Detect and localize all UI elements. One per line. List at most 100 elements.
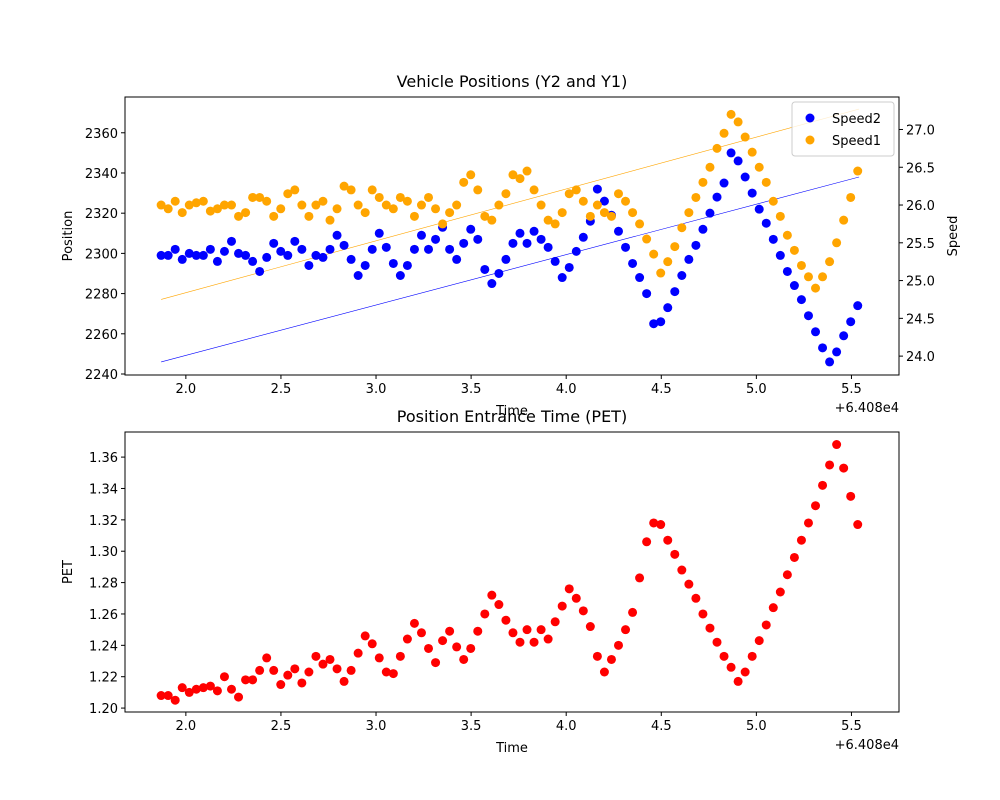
data-point	[318, 659, 328, 669]
y-tick-label: 1.22	[89, 671, 118, 686]
data-point	[635, 219, 645, 229]
data-point	[212, 204, 222, 214]
data-point	[571, 185, 581, 195]
data-point	[733, 676, 743, 686]
data-point	[473, 626, 483, 636]
data-point	[487, 215, 497, 225]
data-point	[529, 637, 539, 647]
data-point	[663, 303, 673, 313]
data-point	[789, 245, 799, 255]
x-tick-label: 2.5	[271, 382, 292, 397]
data-point	[761, 620, 771, 630]
data-point	[163, 204, 173, 214]
data-point	[599, 208, 609, 218]
data-point	[832, 238, 842, 248]
data-point	[656, 268, 666, 278]
data-point	[381, 667, 391, 677]
data-point	[733, 156, 743, 166]
data-point	[269, 211, 279, 221]
data-point	[431, 658, 441, 668]
data-point	[219, 200, 229, 210]
data-point	[283, 670, 293, 680]
data-point	[642, 537, 652, 547]
data-point	[508, 170, 518, 180]
data-point	[726, 109, 736, 119]
data-point	[297, 244, 307, 254]
data-point	[311, 200, 321, 210]
data-point	[691, 192, 701, 202]
data-point	[550, 617, 560, 627]
data-point	[381, 242, 391, 252]
data-point	[234, 248, 244, 258]
data-point	[733, 117, 743, 127]
data-point	[212, 686, 222, 696]
y-tick-label: 1.20	[89, 702, 118, 717]
data-point	[402, 260, 412, 270]
data-point	[297, 200, 307, 210]
data-point	[515, 174, 525, 184]
x-tick-label: 4.0	[556, 719, 577, 734]
data-point	[613, 189, 623, 199]
data-point	[635, 573, 645, 583]
data-point	[346, 665, 356, 675]
x-tick-label: 4.0	[556, 382, 577, 397]
data-point	[170, 244, 180, 254]
data-point	[163, 691, 173, 701]
data-point	[290, 185, 300, 195]
data-point	[536, 625, 546, 635]
data-point	[853, 520, 863, 530]
data-point	[409, 618, 419, 628]
data-point	[691, 593, 701, 603]
data-point	[712, 143, 722, 153]
data-point	[796, 260, 806, 270]
data-point	[445, 244, 455, 254]
data-point	[550, 219, 560, 229]
data-point	[234, 692, 244, 702]
data-point	[557, 601, 567, 611]
data-point	[416, 628, 426, 638]
data-point	[445, 626, 455, 636]
data-point	[515, 228, 525, 238]
data-point	[698, 177, 708, 187]
plot-area	[156, 108, 863, 367]
data-point	[388, 258, 398, 268]
data-point	[789, 281, 799, 291]
data-point	[663, 535, 673, 545]
data-point	[269, 665, 279, 675]
data-point	[374, 228, 384, 238]
data-point	[515, 637, 525, 647]
data-point	[747, 188, 757, 198]
x-tick-label: 5.5	[841, 719, 862, 734]
data-point	[578, 196, 588, 206]
data-point	[473, 185, 483, 195]
data-point	[402, 634, 412, 644]
data-point	[522, 238, 532, 248]
data-point	[262, 653, 272, 663]
data-point	[846, 317, 856, 327]
data-point	[276, 246, 286, 256]
data-point	[839, 463, 849, 473]
data-point	[424, 643, 434, 653]
data-point	[550, 256, 560, 266]
data-point	[536, 234, 546, 244]
data-point	[599, 196, 609, 206]
data-point	[719, 651, 729, 661]
trend-line	[161, 176, 860, 363]
data-point	[796, 535, 806, 545]
data-point	[768, 603, 778, 613]
y2-tick-label: 24.5	[906, 312, 935, 327]
x-tick-label: 3.5	[461, 382, 482, 397]
data-point	[290, 236, 300, 246]
data-point	[796, 295, 806, 305]
data-point	[592, 200, 602, 210]
data-point	[677, 223, 687, 233]
x-tick-label: 3.5	[461, 719, 482, 734]
data-point	[248, 192, 258, 202]
data-point	[226, 236, 236, 246]
data-point	[367, 639, 377, 649]
legend-box	[791, 101, 895, 157]
data-point	[269, 238, 279, 248]
data-point	[670, 549, 680, 559]
y-tick-label: 2340	[85, 167, 118, 182]
data-point	[508, 238, 518, 248]
